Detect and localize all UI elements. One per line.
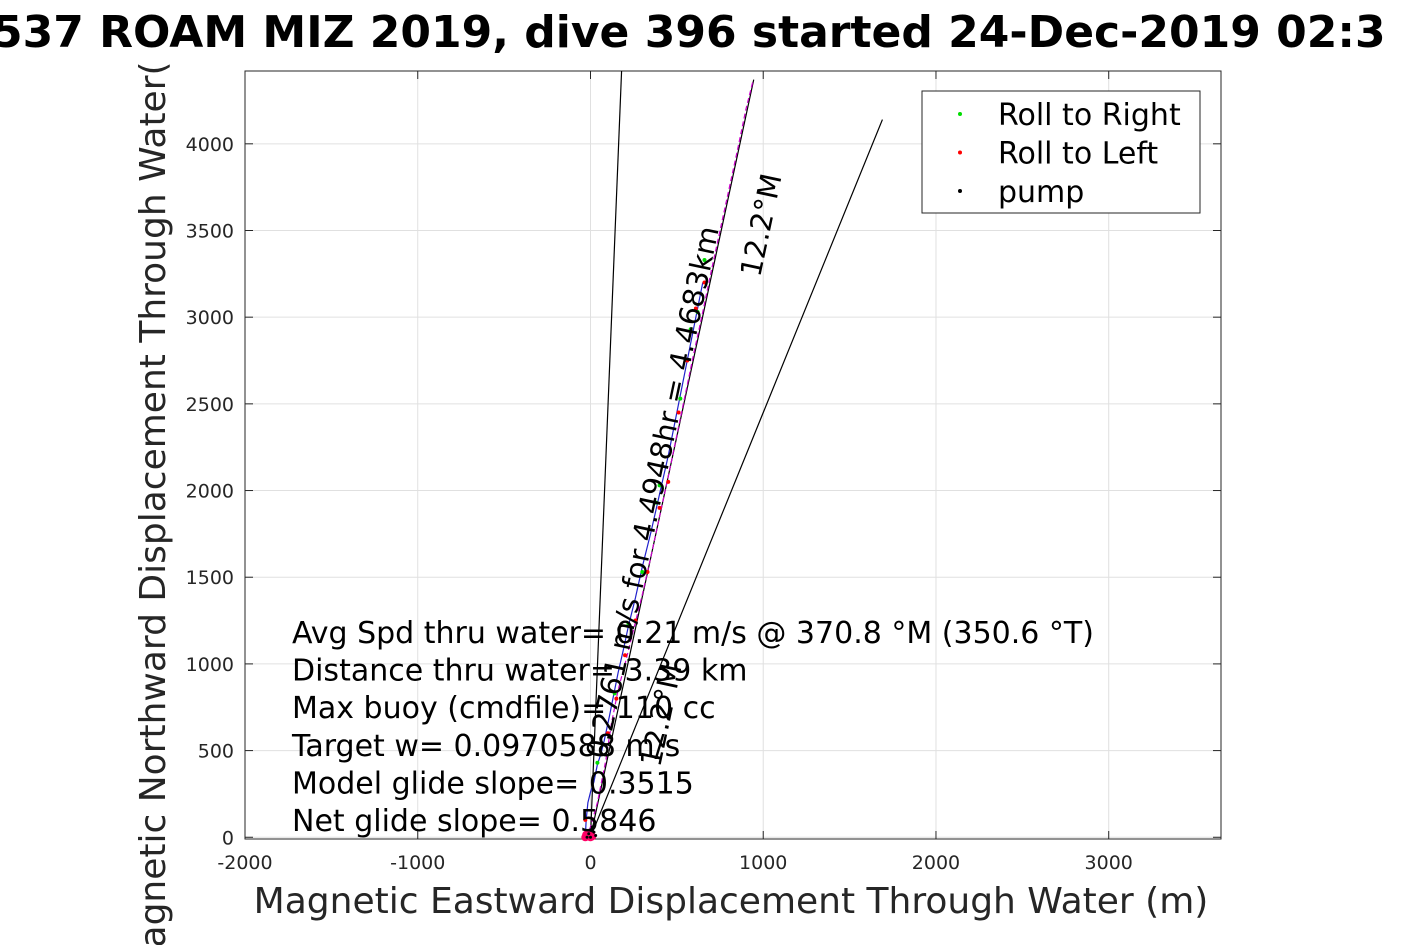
- legend-entry: pump: [998, 175, 1084, 210]
- roll-right-point: [654, 500, 659, 505]
- x-tick-label: -1000: [390, 852, 445, 874]
- roll-right-point: [640, 570, 645, 575]
- roll-right-point: [612, 691, 617, 696]
- roll-left-point: [583, 817, 588, 822]
- y-tick-label: 3500: [186, 220, 234, 242]
- y-tick-label: 2500: [186, 394, 234, 416]
- pump-point: [592, 830, 596, 834]
- track-line: [586, 81, 754, 838]
- track-line: [584, 282, 704, 838]
- y-tick-label: 500: [198, 741, 234, 763]
- roll-right-point: [678, 396, 683, 401]
- y-tick-label: 3000: [186, 307, 234, 329]
- y-tick-label: 2000: [186, 481, 234, 503]
- pump-point: [585, 835, 589, 839]
- y-tick-label: 0: [222, 827, 234, 849]
- roll-left-point: [676, 410, 681, 415]
- roll-right-point: [702, 257, 707, 262]
- legend-marker: [958, 112, 962, 116]
- stats-annotation-line: Distance thru water= 3.39 km: [292, 654, 747, 689]
- y-tick-label: 4000: [186, 134, 234, 156]
- roll-left-point: [657, 505, 662, 510]
- track-line: [589, 70, 623, 838]
- roll-right-point: [695, 309, 700, 314]
- rotated-annotation: 12.2°M: [734, 171, 789, 280]
- y-tick-label: 1500: [186, 567, 234, 589]
- roll-right-point: [657, 483, 662, 488]
- roll-right-point: [626, 622, 631, 627]
- series-group: [581, 70, 883, 842]
- roll-left-point: [614, 696, 619, 701]
- pump-point: [588, 828, 592, 832]
- x-tick-label: 3000: [1085, 852, 1133, 874]
- x-tick-label: 2000: [912, 852, 960, 874]
- stats-annotation-line: Target w= 0.0970588 m/s: [291, 729, 680, 764]
- stats-annotation-line: Max buoy (cmdfile)= 110 cc: [292, 691, 716, 726]
- stats-annotation-line: Net glide slope= 0.5846: [292, 804, 656, 839]
- pump-point: [588, 835, 592, 839]
- stats-annotations: Avg Spd thru water= 0.21 m/s @ 370.8 °M …: [291, 616, 1094, 839]
- roll-right-point: [688, 327, 693, 332]
- legend-entry: Roll to Left: [998, 137, 1158, 172]
- x-tick-label: 0: [584, 852, 596, 874]
- track-line: [589, 119, 883, 838]
- roll-left-point: [666, 479, 671, 484]
- x-tick-label: 1000: [739, 852, 787, 874]
- roll-left-point: [702, 280, 707, 285]
- pump-point: [587, 832, 591, 836]
- roll-left-point: [685, 358, 690, 363]
- chart-title: 537 ROAM MIZ 2019, dive 396 started 24-D…: [0, 7, 1386, 58]
- legend-box: [921, 90, 1201, 214]
- legend-marker: [958, 189, 962, 193]
- x-axis-label: Magnetic Eastward Displacement Through W…: [254, 881, 1209, 922]
- stats-annotation-line: Model glide slope= 0.3515: [292, 766, 694, 801]
- legend-entry: Roll to Right: [998, 98, 1181, 133]
- roll-left-point: [623, 653, 628, 658]
- x-tick-label: -2000: [217, 852, 272, 874]
- roll-left-point: [633, 618, 638, 623]
- pump-point: [590, 825, 594, 829]
- roll-left-point: [605, 731, 610, 736]
- axis-ticks: -2000 -1000 0 1000 2000 3000 0 500 1000 1500 2000 2…: [186, 71, 1221, 874]
- pump-point: [594, 834, 598, 838]
- legend-marker: [958, 150, 962, 155]
- roll-right-point: [595, 760, 600, 765]
- roll-left-point: [693, 306, 698, 311]
- y-axis-label: Magnetic Northward Displacement Through …: [133, 61, 174, 945]
- y-tick-label: 1000: [186, 654, 234, 676]
- stats-annotation-line: Avg Spd thru water= 0.21 m/s @ 370.8 °M …: [292, 616, 1094, 651]
- plot-area: [244, 70, 1222, 840]
- roll-left-point: [645, 570, 650, 575]
